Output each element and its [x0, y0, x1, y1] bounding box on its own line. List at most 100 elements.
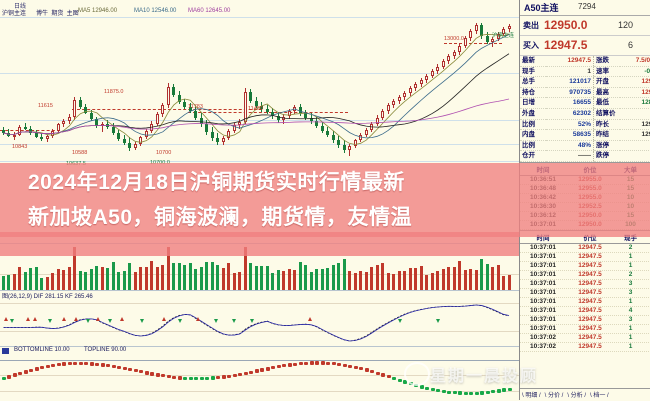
tick-bottom-list[interactable]: 10:37:01 12947.5 2 10:37:01 12947.5 1 10:37:01…	[520, 244, 650, 352]
tick-row[interactable]: 10:37:01 12947.5 1	[520, 262, 650, 271]
bid-label: 买入	[523, 41, 539, 50]
tick-price: 12947.5	[578, 253, 602, 261]
volume-bar	[18, 267, 22, 291]
quote-key2: 最低	[593, 97, 620, 109]
oscillator-dot	[122, 366, 127, 371]
oscillator-dot	[265, 367, 270, 371]
quote-value2: 12932.5	[620, 119, 650, 131]
oscillator-icon[interactable]	[2, 348, 9, 354]
tick-row[interactable]: 10:37:02 12947.5 1	[520, 334, 650, 343]
bottom-tab[interactable]: \ 明细 /	[522, 393, 541, 399]
candle	[436, 16, 440, 163]
candle	[23, 16, 27, 163]
volume-bar	[353, 273, 357, 291]
bottom-tab[interactable]: \ 档一 /	[590, 393, 609, 399]
candle	[62, 16, 66, 163]
cycle-selector[interactable]: 日线	[14, 4, 27, 10]
oscillator-dot	[139, 370, 144, 374]
quote-header[interactable]: A50主连 7294	[520, 0, 650, 16]
quote-value2: ——	[620, 150, 650, 162]
candle	[249, 16, 253, 163]
volume-bar	[89, 268, 93, 291]
tick-price: 12947.5	[578, 334, 602, 342]
indicator-pane[interactable]: 图(26,12,9) DIF 281.15 KF 265.46	[0, 290, 519, 347]
tick-row[interactable]: 10:37:01 12947.5 4	[520, 307, 650, 316]
tick-row[interactable]: 10:37:01 12947.5 1	[520, 298, 650, 307]
volume-bar	[73, 247, 77, 291]
quote-value2: ——	[620, 140, 650, 152]
bottom-tab[interactable]: \ 分析 /	[567, 393, 587, 399]
tick-row[interactable]: 10:37:01 12947.5 3	[520, 289, 650, 298]
oscillator-dot	[353, 365, 358, 370]
oscillator-dot	[282, 364, 287, 368]
candle	[194, 16, 198, 163]
oscillator-pane[interactable]: BOTTOMLINE 10.00 TOPLINE 90.00	[0, 346, 519, 401]
quote-statistics-table: 最新12947.5涨跌7.5/0.06%现手1速率-0.04%总手121017开…	[520, 56, 650, 162]
candle	[216, 16, 220, 163]
volume-bar	[150, 261, 154, 291]
tick-row[interactable]: 10:37:01 12947.5 3	[520, 316, 650, 325]
oscillator-dot	[111, 364, 116, 369]
quote-value2: -0.04%	[620, 66, 650, 78]
oscillator-dot	[106, 363, 111, 368]
quote-row: 日增16655最低12840.0	[520, 97, 650, 109]
candle	[271, 16, 275, 163]
price-chart-pane[interactable]: 11615108431058810637.511875.011783107001…	[0, 16, 519, 167]
volume-bar	[139, 267, 143, 291]
oscillator-dot	[375, 371, 380, 376]
oscillator-dot	[293, 362, 298, 366]
tick-row[interactable]: 10:37:01 12947.5 1	[520, 253, 650, 262]
volume-bar	[45, 276, 49, 291]
volume-bar	[67, 266, 71, 291]
tick-row[interactable]: 10:37:01 12947.5 1	[520, 325, 650, 334]
volume-bar	[502, 275, 505, 291]
oscillator-dot	[56, 363, 61, 367]
volume-bar	[359, 271, 363, 291]
candle	[2, 16, 5, 163]
tick-row[interactable]: 10:37:02 12947.5 1	[520, 343, 650, 352]
oscillator-dot	[469, 391, 474, 396]
tick-time: 10:37:01	[529, 262, 557, 270]
quote-key: 现手	[520, 66, 546, 78]
buy-signal-icon	[86, 319, 90, 323]
candle	[441, 16, 445, 163]
price-label: 10843	[12, 144, 28, 150]
quote-value: 52%	[546, 119, 594, 131]
bottom-tab-bar[interactable]: \ 明细 / \ 分价 / \ 分析 / \ 档一 /	[520, 388, 650, 400]
oscillator-dot	[331, 362, 336, 366]
sell-signal-icon	[308, 317, 312, 321]
tick-row[interactable]: 10:37:01 12947.5 2	[520, 271, 650, 280]
quote-row: 仓开——跌停——	[520, 150, 650, 162]
quote-key2: 昨结	[593, 129, 620, 141]
volume-bar	[507, 275, 511, 291]
bid-row[interactable]: 买入 12947.5 6	[520, 36, 650, 56]
candle	[320, 16, 324, 163]
candle	[260, 16, 264, 163]
instrument-name: A50主连	[524, 3, 559, 13]
oscillator-dot	[205, 376, 210, 381]
candle	[507, 16, 511, 163]
candle	[111, 16, 115, 163]
oscillator-dot	[73, 361, 78, 366]
volume-bar	[40, 278, 44, 291]
quote-key2: 跌停	[593, 150, 620, 162]
candle	[452, 16, 456, 163]
tick-qty: 1	[628, 325, 633, 333]
contract-selector[interactable]: 沪铜主连	[2, 11, 27, 17]
bottom-tab[interactable]: \ 分价 /	[544, 393, 564, 399]
oscillator-dot	[40, 365, 45, 370]
volume-bar	[84, 272, 88, 291]
quote-key: 比例	[520, 119, 546, 131]
tick-qty: 2	[628, 244, 633, 252]
quote-value: 58635	[546, 129, 594, 141]
tick-row[interactable]: 10:37:01 12947.5 2	[520, 244, 650, 253]
quote-key2: 速率	[593, 66, 620, 78]
tick-row[interactable]: 10:37:01 12947.5 3	[520, 280, 650, 289]
candle	[210, 16, 214, 163]
oscillator-dot	[496, 389, 501, 393]
quote-value: 16655	[546, 97, 594, 109]
price-label: 13000.0	[444, 36, 464, 42]
candle	[12, 16, 16, 163]
ask-row[interactable]: 卖出 12950.0 120	[520, 16, 650, 36]
buy-signal-icon	[178, 319, 182, 323]
